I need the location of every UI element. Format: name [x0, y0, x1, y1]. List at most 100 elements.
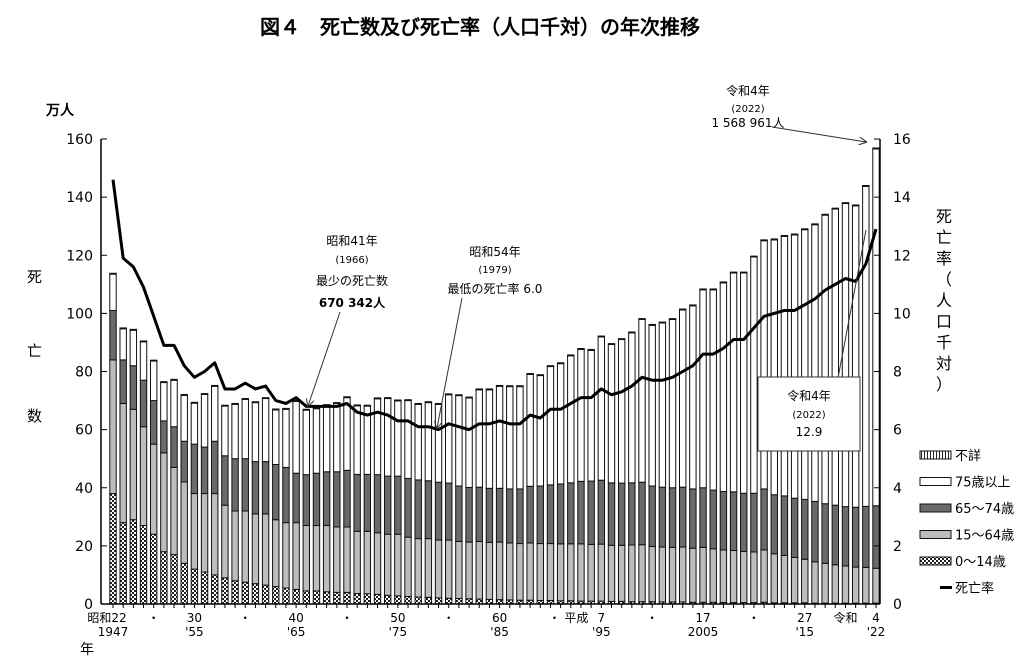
x-tick-label-era: 7: [597, 611, 605, 625]
bar-unknown: [383, 397, 392, 400]
bar-age0-14: [465, 598, 473, 605]
bar-age75plus: [485, 389, 494, 489]
y2-tick-label: 6: [893, 423, 902, 439]
bar-age65-74: [343, 469, 351, 528]
y2-axis-label: 死亡率 （ 人口千対 ）: [936, 207, 952, 394]
bar-age0-14: [160, 551, 168, 605]
y2-axis-label-char: （: [936, 270, 952, 289]
bar-age65-74: [729, 491, 738, 552]
bar-age65-74: [149, 400, 158, 445]
left-unit-label: 万人: [45, 102, 75, 119]
legend-item-rate: 死亡率: [940, 581, 994, 597]
bar-age75plus: [455, 395, 463, 487]
bar-age65-74: [383, 475, 392, 535]
bar-age0-14: [109, 493, 117, 605]
bar-age15-64: [302, 525, 310, 592]
bar-age75plus: [831, 208, 840, 506]
chart-title: 図４ 死亡数及び死亡率（人口千対）の年次推移: [260, 15, 700, 39]
legend-swatch: [919, 503, 952, 513]
bar-age65-74: [292, 472, 300, 524]
bar-age75plus: [414, 403, 422, 481]
bar-age15-64: [679, 546, 687, 603]
bar-age75plus: [200, 393, 209, 448]
x-tick-label-era: ・: [443, 611, 455, 625]
annotation-arrow: [308, 311, 341, 406]
bar-unknown: [587, 348, 595, 351]
bar-age0-14: [312, 590, 321, 605]
bar-age75plus: [302, 409, 310, 476]
bar-unknown: [445, 393, 453, 396]
bar-age75plus: [475, 389, 483, 488]
bar-age15-64: [699, 546, 707, 603]
bar-age75plus: [689, 305, 697, 490]
bar-age65-74: [801, 498, 809, 560]
legend-item-age65_74: 65～74歳: [919, 502, 1014, 517]
bar-age15-64: [485, 541, 494, 600]
annotation-min-rate-line: 昭和54年: [469, 245, 520, 259]
bar-unknown: [261, 397, 270, 400]
bar-unknown: [373, 397, 382, 400]
bar-age65-74: [658, 486, 667, 548]
y-tick-label: 40: [75, 481, 93, 497]
bar-age65-74: [455, 485, 463, 543]
bar-unknown: [851, 204, 860, 207]
annotation-arrow: [437, 297, 463, 428]
bar-unknown: [170, 378, 178, 381]
bar-age75plus: [465, 397, 473, 488]
bar-age65-74: [750, 492, 758, 553]
bar-unknown: [139, 340, 148, 343]
bar-age65-74: [434, 481, 443, 541]
legend-swatch: [919, 450, 952, 460]
bar-age15-64: [241, 510, 249, 583]
bar-age75plus: [587, 349, 595, 482]
bar-age75plus: [312, 408, 321, 474]
y2-tick-label: 8: [893, 365, 902, 381]
bar-age15-64: [190, 493, 199, 570]
bar-age0-14: [261, 584, 270, 605]
y-tick-label: 140: [66, 190, 93, 206]
bar-age65-74: [495, 487, 504, 543]
bar-age65-74: [221, 455, 229, 506]
bar-age75plus: [536, 375, 544, 487]
y-axis-label-char: 死: [27, 268, 42, 286]
bar-age0-14: [190, 568, 199, 605]
legend-label: 0～14歳: [955, 555, 1006, 570]
bar-age75plus: [821, 214, 829, 505]
x-tick-label-year: '95: [592, 625, 611, 639]
bar-unknown: [251, 401, 260, 404]
bar-age0-14: [414, 596, 422, 605]
bar-age15-64: [404, 536, 412, 597]
bar-age75plus: [495, 385, 504, 489]
legend-label: 不詳: [955, 448, 981, 464]
y2-tick-label: 0: [893, 597, 902, 613]
bar-age15-64: [424, 538, 433, 598]
bar-unknown: [160, 381, 168, 384]
annotation-min-rate-line: (1979): [478, 265, 511, 276]
bar-age75plus: [383, 398, 392, 477]
y-tick-label: 80: [75, 365, 93, 381]
y2-axis-label-char: 人: [936, 291, 952, 310]
bar-age75plus: [231, 403, 239, 460]
bar-age65-74: [617, 482, 626, 546]
bar-unknown: [770, 238, 778, 241]
bar-age15-64: [790, 557, 799, 604]
legend-label: 75歳以上: [955, 476, 1011, 491]
y-tick-label: 160: [66, 132, 93, 148]
bar-age15-64: [872, 567, 880, 604]
x-tick-label-era: ・: [148, 611, 160, 625]
bar-age15-64: [638, 544, 646, 603]
bar-age0-14: [129, 519, 138, 605]
bar-age0-14: [333, 591, 341, 605]
bar-age0-14: [241, 581, 249, 605]
bar-age75plus: [811, 224, 819, 502]
x-tick-label-year: '75: [389, 625, 408, 639]
legend-label: 65～74歳: [955, 502, 1014, 517]
y-tick-label: 100: [66, 306, 93, 322]
bar-age65-74: [170, 426, 178, 468]
bar-age65-74: [322, 471, 331, 527]
bar-unknown: [455, 394, 463, 397]
bar-age0-14: [251, 583, 260, 605]
bar-age15-64: [109, 359, 117, 495]
